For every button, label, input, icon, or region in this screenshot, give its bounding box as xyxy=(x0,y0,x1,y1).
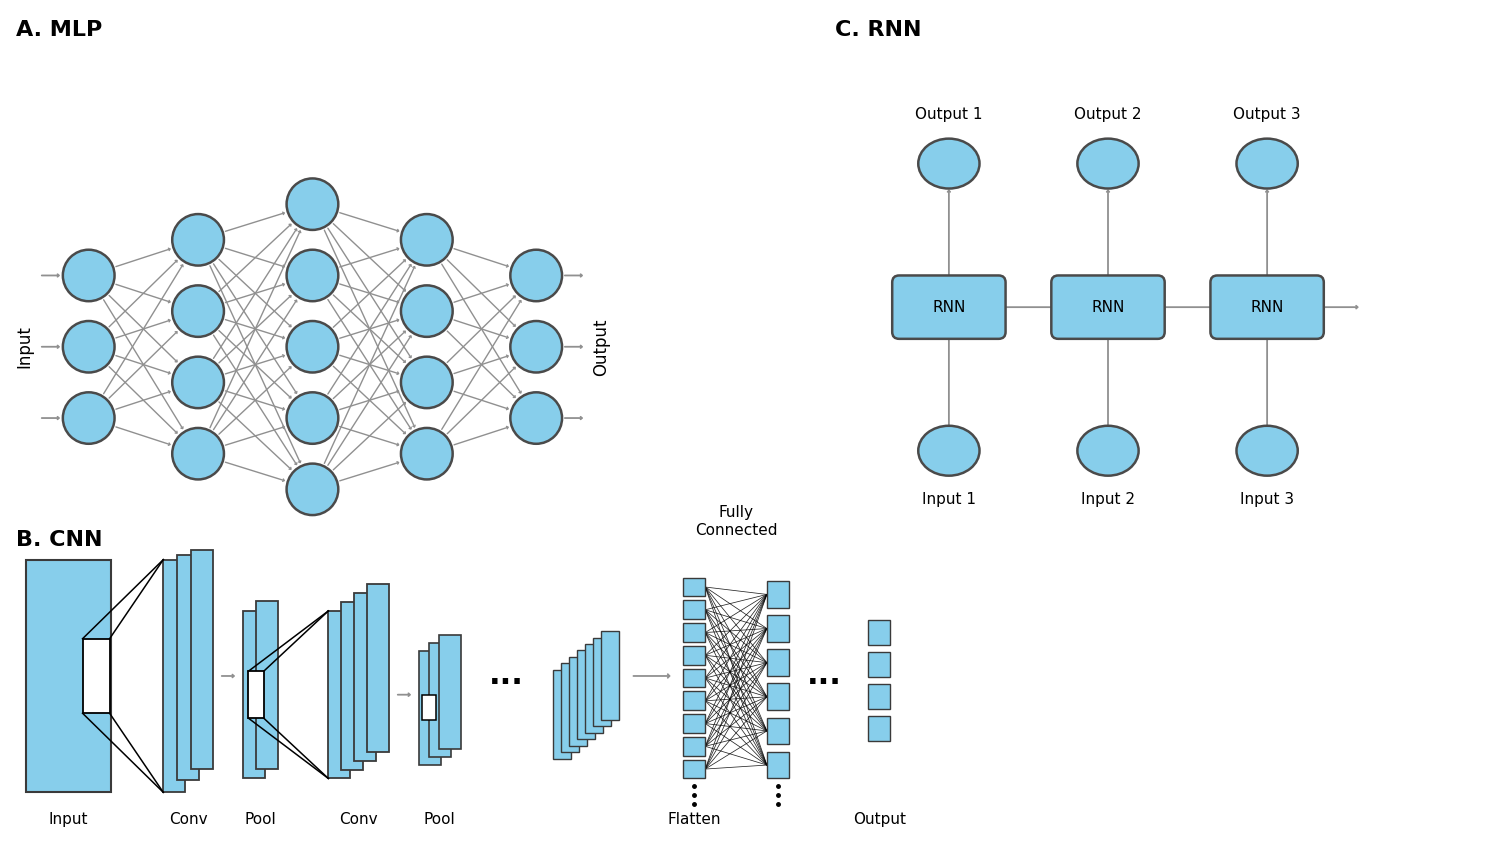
Text: Output 2: Output 2 xyxy=(1074,107,1142,122)
Text: Output 3: Output 3 xyxy=(1233,107,1300,122)
Circle shape xyxy=(286,464,339,515)
FancyBboxPatch shape xyxy=(1210,276,1324,339)
Text: Conv: Conv xyxy=(170,812,207,827)
Bar xyxy=(684,714,705,733)
Bar xyxy=(585,644,603,733)
Bar xyxy=(684,691,705,710)
Bar xyxy=(177,555,200,781)
Bar xyxy=(578,651,596,739)
Circle shape xyxy=(286,393,339,444)
Text: Output 1: Output 1 xyxy=(915,107,982,122)
Text: Input: Input xyxy=(48,812,88,827)
Text: ...: ... xyxy=(489,662,524,690)
Circle shape xyxy=(172,357,224,408)
Circle shape xyxy=(63,321,114,372)
Ellipse shape xyxy=(918,426,980,475)
Circle shape xyxy=(172,428,224,480)
Circle shape xyxy=(400,357,453,408)
Circle shape xyxy=(63,250,114,301)
Bar xyxy=(766,650,789,676)
Circle shape xyxy=(510,250,562,301)
Text: C. RNN: C. RNN xyxy=(834,20,921,40)
Circle shape xyxy=(286,321,339,372)
Ellipse shape xyxy=(918,139,980,189)
Bar xyxy=(190,550,213,768)
Bar xyxy=(868,652,889,677)
Text: Conv: Conv xyxy=(339,812,378,827)
Bar xyxy=(368,585,388,752)
Circle shape xyxy=(400,285,453,337)
Bar xyxy=(429,643,450,756)
Bar xyxy=(554,670,572,759)
Bar xyxy=(766,581,789,607)
Bar xyxy=(602,631,618,720)
Ellipse shape xyxy=(1236,426,1298,475)
Text: Fully
Connected: Fully Connected xyxy=(694,505,777,538)
Bar xyxy=(243,611,264,778)
Bar xyxy=(766,717,789,744)
Text: RNN: RNN xyxy=(1092,299,1125,315)
Bar xyxy=(328,611,350,778)
Text: Pool: Pool xyxy=(424,812,456,827)
Text: ...: ... xyxy=(807,662,842,690)
Circle shape xyxy=(63,393,114,444)
Bar xyxy=(422,695,436,720)
Bar xyxy=(684,624,705,642)
Bar xyxy=(342,602,363,770)
Text: Input 3: Input 3 xyxy=(1240,492,1294,508)
Circle shape xyxy=(286,250,339,301)
Bar xyxy=(766,752,789,778)
Text: Output: Output xyxy=(853,812,906,827)
Bar xyxy=(684,760,705,778)
Text: RNN: RNN xyxy=(932,299,966,315)
Circle shape xyxy=(400,214,453,266)
Circle shape xyxy=(172,285,224,337)
Bar xyxy=(868,717,889,741)
Circle shape xyxy=(510,321,562,372)
Bar xyxy=(438,634,460,749)
Text: Input 2: Input 2 xyxy=(1082,492,1136,508)
Bar xyxy=(684,578,705,596)
Ellipse shape xyxy=(1236,139,1298,189)
Text: RNN: RNN xyxy=(1251,299,1284,315)
FancyBboxPatch shape xyxy=(892,276,1005,339)
Text: Pool: Pool xyxy=(244,812,276,827)
Bar xyxy=(684,601,705,619)
Bar xyxy=(766,615,789,642)
Circle shape xyxy=(286,179,339,230)
Bar xyxy=(256,601,278,768)
Bar xyxy=(684,646,705,665)
Bar xyxy=(249,671,264,718)
Bar xyxy=(684,668,705,687)
Text: B. CNN: B. CNN xyxy=(16,530,102,550)
Text: Input 1: Input 1 xyxy=(922,492,976,508)
Bar xyxy=(561,663,579,752)
Ellipse shape xyxy=(1077,426,1138,475)
Bar xyxy=(419,651,441,765)
Bar xyxy=(868,620,889,645)
Bar xyxy=(164,560,184,793)
Text: Flatten: Flatten xyxy=(668,812,722,827)
Bar xyxy=(592,638,610,727)
Text: Output: Output xyxy=(592,318,610,376)
Bar xyxy=(82,639,110,713)
Bar xyxy=(766,684,789,710)
Text: Input: Input xyxy=(15,326,33,368)
Bar xyxy=(684,737,705,755)
Bar xyxy=(868,684,889,709)
Ellipse shape xyxy=(1077,139,1138,189)
Bar xyxy=(568,657,586,746)
Circle shape xyxy=(400,428,453,480)
Bar xyxy=(26,560,111,793)
FancyBboxPatch shape xyxy=(1052,276,1164,339)
Circle shape xyxy=(510,393,562,444)
Circle shape xyxy=(172,214,224,266)
Text: A. MLP: A. MLP xyxy=(16,20,102,40)
Bar xyxy=(354,593,376,761)
